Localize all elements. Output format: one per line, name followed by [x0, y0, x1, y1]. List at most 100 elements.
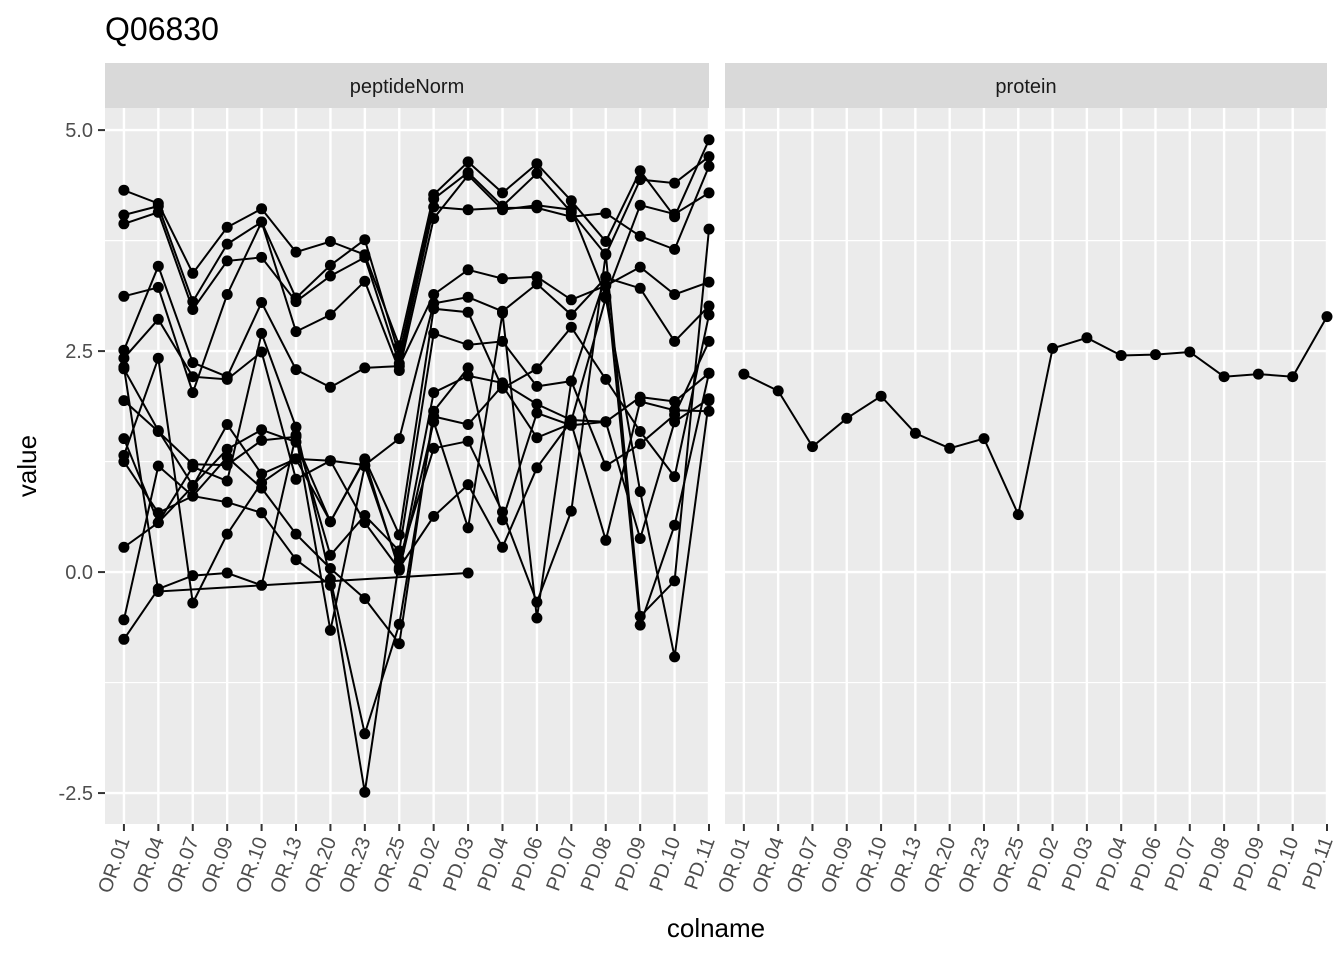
data-point	[324, 516, 336, 528]
data-point	[221, 419, 233, 430]
data-point	[462, 156, 474, 168]
series-line	[122, 263, 710, 389]
data-point	[290, 429, 302, 441]
data-point	[669, 416, 681, 428]
data-point	[324, 455, 336, 467]
facet-strip	[725, 63, 1327, 108]
series-line	[122, 276, 710, 626]
x-tick-label: PD.11	[1299, 834, 1338, 892]
data-point	[497, 541, 508, 553]
data-point	[290, 528, 302, 540]
data-point	[187, 267, 199, 279]
data-point	[290, 554, 302, 566]
data-point	[462, 264, 474, 276]
data-point	[1218, 371, 1230, 383]
data-point	[531, 199, 543, 211]
x-tick-label: PD.09	[1229, 834, 1269, 894]
data-point	[497, 273, 508, 285]
data-point	[600, 207, 612, 219]
data-point	[359, 454, 371, 466]
data-point	[290, 326, 302, 338]
data-point	[187, 357, 199, 369]
y-tick-label: 2.5	[65, 341, 93, 363]
data-point	[324, 624, 336, 636]
data-point	[669, 396, 681, 407]
data-point	[428, 416, 440, 428]
data-point	[462, 306, 474, 318]
data-point	[118, 433, 130, 445]
series-line	[123, 173, 710, 396]
data-point	[703, 223, 715, 235]
data-point	[462, 567, 474, 579]
data-point	[1287, 371, 1299, 383]
panel-background	[725, 108, 1327, 824]
data-point	[703, 276, 715, 288]
data-point	[324, 579, 336, 591]
data-point	[600, 236, 612, 247]
data-point	[290, 421, 302, 433]
data-point	[462, 479, 474, 491]
data-point	[1047, 342, 1059, 354]
data-point	[462, 291, 474, 303]
facet-panels: peptideNorm-2.50.02.55.0OR.01OR.04OR.07O…	[59, 63, 1338, 896]
data-point	[1252, 368, 1264, 380]
data-point	[152, 426, 164, 437]
data-point	[703, 151, 715, 163]
data-point	[565, 375, 577, 387]
data-point	[428, 303, 440, 315]
data-point	[565, 505, 577, 517]
data-point	[324, 309, 336, 321]
data-point	[1012, 509, 1024, 521]
series-line	[743, 316, 1328, 518]
data-point	[531, 363, 543, 375]
data-point	[807, 441, 818, 453]
data-point	[703, 160, 715, 172]
data-point	[600, 271, 612, 283]
data-point	[634, 199, 646, 211]
data-point	[531, 380, 543, 392]
data-point	[118, 209, 130, 221]
data-point	[772, 385, 784, 397]
series-line	[123, 139, 710, 350]
data-point	[462, 362, 474, 374]
series-11	[118, 327, 715, 740]
data-point	[187, 461, 199, 473]
series-line	[123, 307, 710, 539]
data-point	[118, 449, 130, 461]
data-point	[428, 510, 440, 522]
x-tick-label: PD.10	[646, 834, 686, 894]
data-point	[703, 395, 715, 407]
x-tick-label: PD.08	[577, 834, 617, 894]
data-point	[497, 380, 508, 392]
data-point	[669, 404, 681, 416]
series-5	[118, 260, 715, 393]
data-point	[944, 442, 956, 454]
data-point	[221, 221, 233, 233]
y-tick-label: -2.5	[59, 783, 93, 805]
chart-title: Q06830	[105, 11, 219, 47]
data-point	[152, 352, 164, 364]
data-point	[531, 167, 543, 179]
x-tick-label: PD.11	[681, 834, 720, 892]
x-tick-label: PD.04	[474, 834, 514, 894]
data-point	[118, 218, 130, 230]
data-point	[256, 477, 268, 489]
data-point	[841, 412, 853, 424]
facet-panel-protein: proteinOR.01OR.04OR.07OR.09OR.10OR.13OR.…	[714, 63, 1338, 896]
data-point	[600, 460, 612, 472]
data-point	[669, 335, 681, 347]
data-point	[497, 187, 508, 199]
data-point	[462, 522, 474, 534]
data-point	[669, 575, 681, 587]
data-point	[565, 204, 577, 216]
data-point	[531, 462, 543, 474]
y-axis-label: value	[12, 435, 42, 497]
data-point	[565, 294, 577, 306]
data-point	[324, 236, 336, 247]
data-point	[290, 453, 302, 465]
data-point	[256, 424, 268, 436]
data-point	[1150, 349, 1161, 361]
x-tick-label: PD.08	[1195, 834, 1235, 894]
data-point	[118, 184, 130, 196]
